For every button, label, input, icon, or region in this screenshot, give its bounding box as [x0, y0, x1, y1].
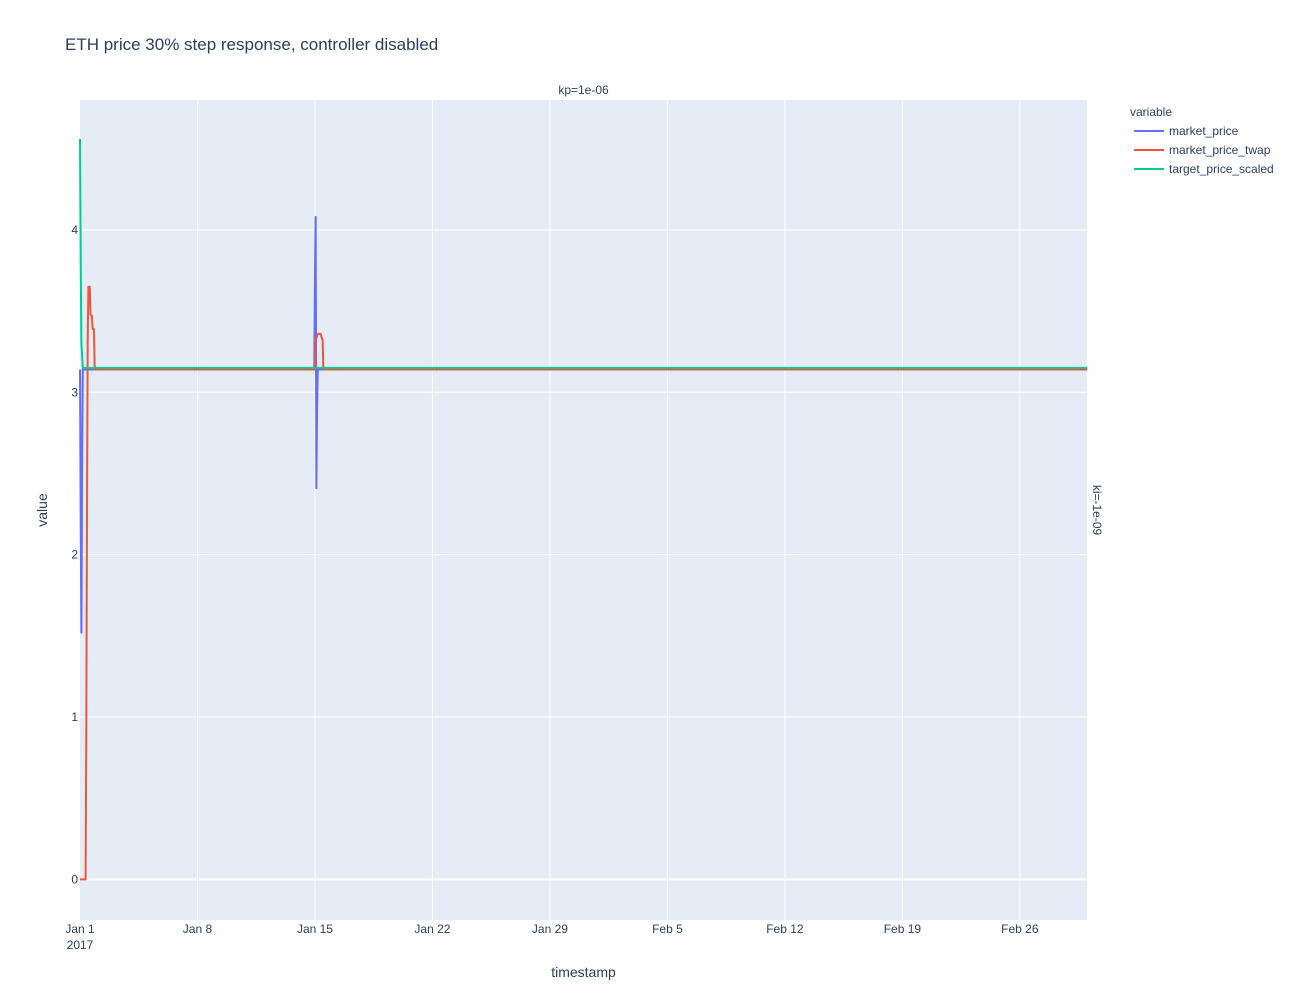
x-tick-label: Jan 1 [65, 922, 95, 936]
legend-item-market-price-twap[interactable]: market_price_twap [1169, 143, 1271, 157]
y-grid [80, 229, 1087, 881]
x-axis-title: timestamp [551, 964, 616, 980]
y-tick-label: 4 [71, 223, 78, 237]
x-tick-label: Jan 15 [297, 922, 333, 936]
legend: variable market_price market_price_twapta… [1130, 105, 1274, 176]
y-tick-label: 3 [71, 385, 78, 399]
chart-title: ETH price 30% step response, controller … [65, 35, 438, 54]
x-tick-label: Feb 5 [652, 922, 683, 936]
x-tick-label: Jan 8 [183, 922, 213, 936]
facet-row-label: ki=-1e-09 [1090, 485, 1104, 536]
x-tick-sublabel: 2017 [67, 938, 94, 952]
y-tick-label: 1 [71, 710, 78, 724]
legend-title: variable [1130, 105, 1172, 119]
legend-item-target-price-scaled[interactable]: target_price_scaled [1169, 162, 1274, 176]
y-tick-label: 0 [71, 872, 78, 886]
x-tick-label: Feb 12 [766, 922, 804, 936]
plot-area [80, 100, 1087, 920]
series-line-market-price-twap [80, 285, 1087, 881]
x-tick-label: Jan 29 [532, 922, 568, 936]
x-tick-label: Feb 26 [1001, 922, 1039, 936]
y-axis-title: value [34, 493, 50, 527]
series-line-target-price-scaled [79, 138, 1087, 369]
x-axis-ticks: Jan 1 2017 Jan 8 Jan 15 Jan 22 Jan 29 Feb 5 Feb… [65, 922, 1039, 952]
y-tick-label: 2 [71, 548, 78, 562]
x-tick-label: Jan 22 [414, 922, 450, 936]
x-tick-label: Feb 19 [884, 922, 922, 936]
legend-item-market-price[interactable]: market_price [1169, 124, 1239, 138]
y-axis-ticks: 0 1 2 3 4 [71, 223, 78, 887]
facet-col-label: kp=1e-06 [558, 83, 609, 97]
legend-items: market_price market_price_twap target_pric… [1134, 124, 1274, 176]
series-lines [79, 138, 1087, 881]
